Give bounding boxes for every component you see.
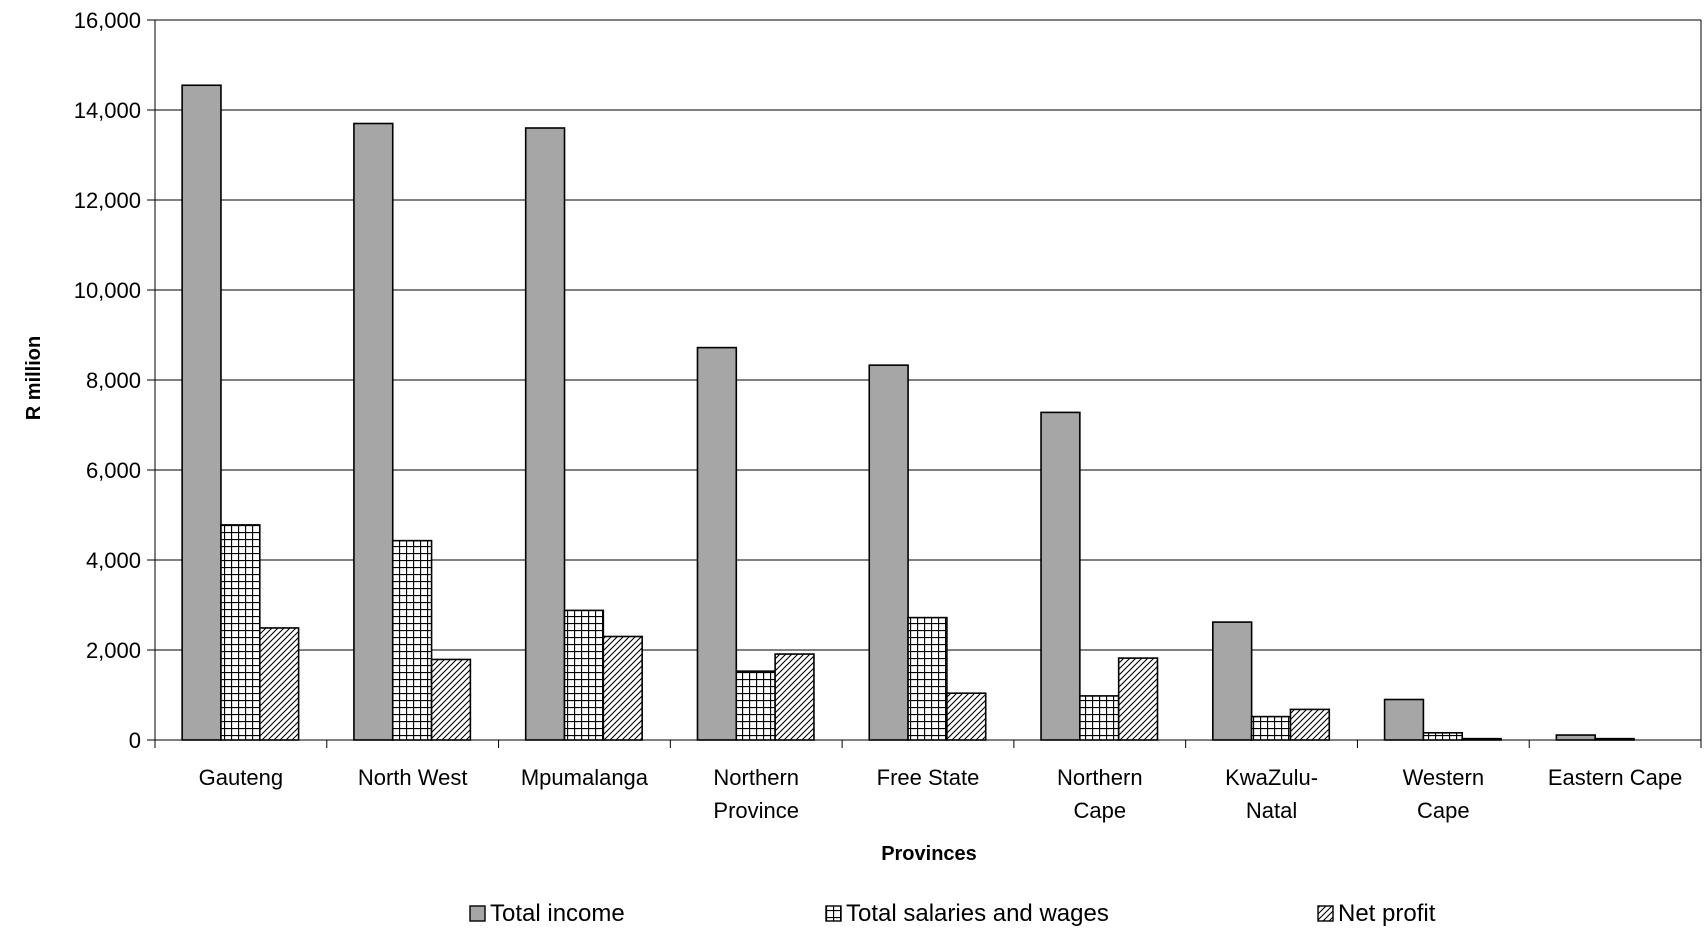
legend: Total income Total salaries and wages Net … — [469, 900, 1436, 927]
y-tick-label: 12,000 — [74, 188, 141, 213]
x-tick-label: Gauteng — [199, 765, 283, 790]
x-tick-label: North West — [358, 765, 468, 790]
bar-total-salaries-and-wages — [735, 670, 776, 741]
bar-total-salaries-and-wages — [907, 616, 948, 741]
bar-total-income — [1383, 698, 1425, 741]
legend-label: Net profit — [1338, 900, 1436, 927]
bar-total-income — [1555, 734, 1596, 741]
x-tick-label: Free State — [877, 765, 980, 790]
y-tick-label: 4,000 — [86, 548, 141, 573]
legend-swatch-total-salaries-and-wages — [825, 905, 842, 922]
axes — [147, 19, 1702, 748]
x-tick-label: Western — [1403, 765, 1485, 790]
y-tick-label: 14,000 — [74, 98, 141, 123]
y-tick-label: 16,000 — [74, 8, 141, 33]
x-tick-label: Northern — [713, 765, 799, 790]
bar-net-profit — [1117, 657, 1159, 741]
bar-total-income — [353, 122, 394, 741]
bar-net-profit — [602, 635, 643, 741]
x-tick-label: Eastern Cape — [1548, 765, 1683, 790]
bar-total-salaries-and-wages — [1079, 695, 1120, 741]
bar-total-income — [181, 84, 222, 741]
bar-total-income — [1212, 621, 1253, 741]
y-tick-label: 2,000 — [86, 638, 141, 663]
bar-total-salaries-and-wages — [220, 524, 261, 741]
bar-total-salaries-and-wages — [391, 539, 433, 741]
x-tick-label: KwaZulu- — [1225, 765, 1318, 790]
bar-net-profit — [774, 653, 815, 741]
tick-labels: 0 2,000 4,000 6,000 8,000 10,000 12,000 14,000 1… — [74, 8, 1683, 823]
x-tick-label: Natal — [1246, 798, 1297, 823]
y-axis-title: R million — [23, 336, 45, 420]
y-tick-label: 8,000 — [86, 368, 141, 393]
x-tick-label: Cape — [1073, 798, 1126, 823]
bar-total-income — [868, 364, 909, 741]
x-axis-title: Provinces — [881, 843, 977, 865]
x-tick-label: Mpumalanga — [521, 765, 649, 790]
bar-net-profit — [258, 627, 300, 741]
legend-swatch-net-profit — [1317, 905, 1334, 922]
x-tick-label: Northern — [1057, 765, 1143, 790]
bar-total-salaries-and-wages — [563, 609, 605, 741]
x-tick-label: Province — [713, 798, 799, 823]
y-tick-label: 6,000 — [86, 458, 141, 483]
bar-net-profit — [1289, 708, 1331, 741]
bar-net-profit — [430, 658, 472, 741]
legend-label: Total income — [490, 900, 625, 927]
x-tick-label: Cape — [1417, 798, 1470, 823]
legend-swatch-total-income — [469, 905, 486, 922]
bar-total-income — [1040, 411, 1081, 741]
y-tick-label: 10,000 — [74, 278, 141, 303]
bar-total-salaries-and-wages — [1422, 731, 1464, 741]
legend-label: Total salaries and wages — [846, 900, 1109, 927]
y-tick-label: 0 — [129, 728, 141, 753]
bars — [181, 84, 1635, 741]
bar-net-profit — [946, 692, 987, 741]
bar-total-income — [696, 346, 738, 741]
bar-total-salaries-and-wages — [1250, 715, 1292, 741]
bar-total-income — [524, 127, 566, 741]
